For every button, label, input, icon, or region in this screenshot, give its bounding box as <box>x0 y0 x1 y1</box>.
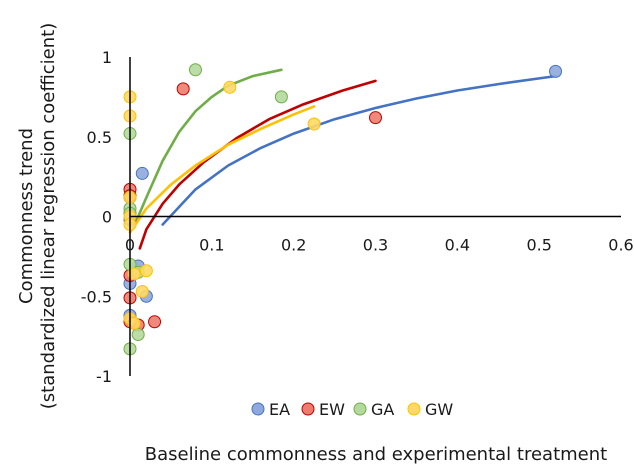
y-tick-labels: 1 0.5 0 -0.5 -1 <box>81 48 112 386</box>
legend-marker-ga <box>353 402 367 416</box>
data-point-gw <box>223 80 237 94</box>
y-tick-label: -1 <box>96 367 112 386</box>
legend-marker-gw <box>407 402 421 416</box>
x-tick-label: 0.6 <box>608 236 633 255</box>
y-axis-title-line-1: Commonness trend <box>16 128 37 304</box>
data-point-ew <box>148 315 162 329</box>
y-tick-label: 0 <box>102 208 112 227</box>
legend: EA EW GA GW <box>251 400 453 419</box>
x-tick-label: 0.1 <box>199 236 224 255</box>
data-point-gw <box>127 316 141 330</box>
x-axis-title: Baseline commonness and experimental tre… <box>145 444 607 465</box>
x-tick-label: 0.3 <box>363 236 388 255</box>
legend-marker-ew <box>301 402 315 416</box>
y-tick-label: 1 <box>102 48 112 67</box>
legend-label-ew: EW <box>319 400 345 419</box>
data-point-ea <box>135 166 149 180</box>
x-tick-label: 0.2 <box>281 236 306 255</box>
data-points <box>123 63 563 356</box>
x-tick-labels: 0.1 0.2 0.3 0.4 0.5 0.6 0 <box>125 236 634 255</box>
data-point-ga <box>274 90 288 104</box>
data-point-gw <box>307 117 321 131</box>
trend-line-ga <box>132 68 283 228</box>
y-axis-title: Commonness trend (standardized linear re… <box>16 23 59 410</box>
y-tick-label: 0.5 <box>87 128 112 147</box>
data-point-ga <box>131 328 145 342</box>
data-point-gw <box>135 284 149 298</box>
trend-lines <box>128 68 557 250</box>
data-point-gw <box>127 267 141 281</box>
y-tick-label: -0.5 <box>81 287 112 306</box>
data-point-ew <box>369 111 382 125</box>
data-point-ga <box>188 63 202 77</box>
x-tick-label: 0.5 <box>526 236 551 255</box>
y-axis-title-line-2: (standardized linear regression coeffici… <box>38 23 59 410</box>
data-point-ew <box>176 82 190 96</box>
plot-area: 1 0.5 0 -0.5 -1 0.1 0.2 0.3 0.4 0.5 0.6 0 <box>81 48 634 386</box>
data-point-gw <box>139 264 153 278</box>
legend-label-ga: GA <box>371 400 394 419</box>
data-point-ea <box>549 64 563 78</box>
x-tick-label: 0.4 <box>445 236 470 255</box>
trend-line-gw <box>128 105 316 234</box>
trend-line-ea <box>161 74 557 226</box>
trend-line-ew <box>138 79 377 250</box>
legend-label-gw: GW <box>425 400 453 419</box>
legend-label-ea: EA <box>269 400 290 419</box>
x-tick-label: 0 <box>125 236 135 255</box>
legend-marker-ea <box>251 402 265 416</box>
